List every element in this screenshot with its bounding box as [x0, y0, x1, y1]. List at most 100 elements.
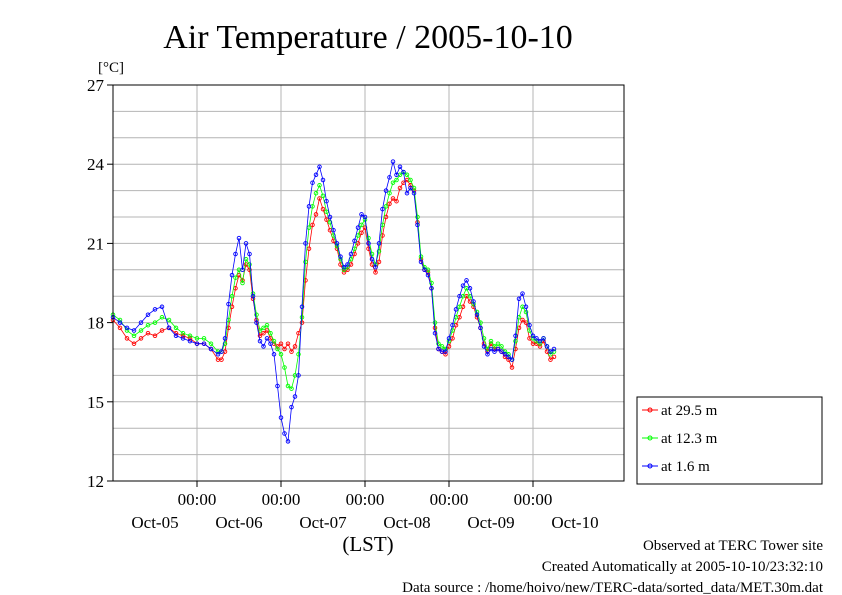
data-point	[338, 254, 343, 259]
data-point	[422, 267, 427, 273]
data-point	[138, 320, 144, 325]
data-point	[324, 209, 329, 214]
data-point	[443, 349, 448, 354]
data-point	[264, 328, 270, 333]
data-point	[534, 336, 539, 341]
data-point	[481, 344, 487, 349]
x-date-label: Oct-10	[551, 513, 598, 532]
data-point	[394, 198, 399, 204]
data-point	[208, 346, 214, 352]
data-point	[194, 341, 200, 346]
data-point	[306, 204, 312, 209]
legend: at 29.5 m at 12.3 m at 1.6 m	[636, 396, 823, 485]
data-point	[359, 212, 364, 217]
data-point	[464, 278, 469, 283]
data-point	[457, 293, 462, 299]
data-point	[303, 241, 308, 246]
data-point	[117, 320, 123, 325]
data-point	[488, 346, 494, 352]
data-point	[268, 330, 273, 336]
series-line	[112, 161, 555, 443]
data-point	[530, 333, 536, 339]
data-point	[254, 320, 259, 325]
legend-label: at 29.5 m	[661, 403, 718, 419]
data-point	[352, 238, 357, 244]
data-point	[537, 344, 543, 349]
data-point	[317, 164, 322, 170]
data-point	[289, 404, 294, 410]
data-point	[299, 315, 305, 320]
data-point	[359, 230, 364, 236]
data-point	[145, 330, 151, 336]
data-point	[264, 322, 270, 328]
data-point	[278, 341, 284, 346]
y-tick-label: 12	[87, 472, 104, 491]
data-point	[317, 196, 322, 201]
x-date-label: Oct-08	[383, 513, 430, 532]
legend-swatch-marker	[647, 435, 653, 441]
data-point	[180, 333, 186, 339]
data-point	[331, 227, 336, 233]
data-point	[373, 270, 378, 275]
data-point	[404, 190, 410, 196]
data-point	[495, 346, 501, 352]
data-point	[541, 336, 546, 341]
x-tick-time-label: 00:00	[262, 490, 301, 509]
data-point	[366, 241, 371, 246]
data-point	[247, 262, 252, 267]
data-point	[380, 206, 385, 212]
data-point	[243, 241, 249, 246]
data-point	[215, 352, 221, 357]
data-point	[159, 328, 165, 333]
data-point	[492, 349, 497, 354]
data-point	[548, 349, 553, 354]
data-point	[373, 264, 378, 270]
data-point	[408, 177, 413, 183]
data-point	[523, 309, 529, 315]
data-point	[187, 336, 193, 341]
legend-label: at 12.3 m	[661, 431, 718, 447]
data-point	[485, 352, 490, 357]
data-point	[453, 307, 459, 312]
data-point	[282, 365, 287, 370]
y-tick-label: 18	[87, 314, 104, 333]
data-point	[271, 338, 277, 344]
data-point	[341, 264, 347, 270]
data-point	[436, 346, 441, 352]
data-point	[271, 352, 277, 357]
data-point	[502, 352, 508, 357]
data-point	[341, 270, 347, 275]
data-point	[345, 262, 350, 267]
data-point	[124, 325, 130, 331]
data-point	[509, 365, 515, 370]
data-point	[366, 235, 371, 241]
data-point	[138, 328, 144, 333]
data-point	[450, 322, 455, 328]
data-point	[520, 291, 525, 296]
data-point	[292, 344, 298, 349]
data-point	[439, 344, 445, 349]
data-point	[387, 201, 392, 207]
data-point	[275, 383, 280, 389]
data-point	[124, 328, 130, 333]
data-point	[317, 183, 322, 188]
data-point	[527, 322, 532, 328]
data-point	[303, 259, 308, 265]
data-point	[261, 344, 266, 349]
data-point	[285, 439, 291, 444]
data-point	[334, 241, 340, 246]
data-point	[387, 175, 392, 180]
data-point	[226, 325, 231, 331]
data-point	[240, 280, 245, 286]
data-point	[240, 267, 245, 273]
data-point	[516, 296, 522, 302]
data-point	[499, 344, 504, 349]
data-point	[278, 415, 284, 420]
data-point	[131, 328, 137, 333]
data-point	[145, 312, 151, 317]
data-point	[341, 267, 347, 273]
data-point	[401, 169, 406, 175]
data-point	[292, 394, 298, 399]
data-point	[471, 299, 476, 304]
data-point	[376, 259, 382, 265]
